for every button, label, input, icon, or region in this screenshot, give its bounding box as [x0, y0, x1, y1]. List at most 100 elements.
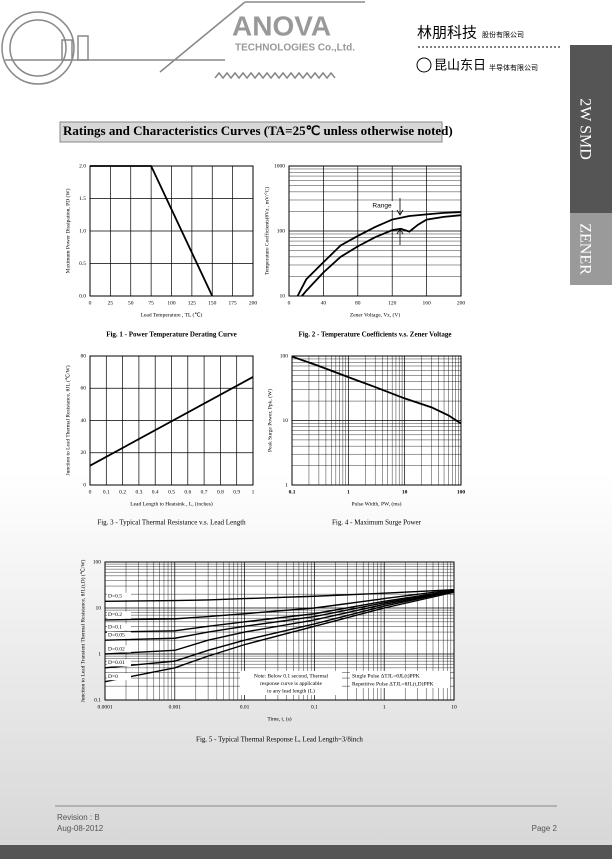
y-tick-label: 100: [277, 228, 286, 234]
y-tick-label: 1.0: [79, 228, 86, 234]
company-subtitle: TECHNOLOGIES Co.,Ltd.: [235, 43, 355, 54]
figure-caption: Fig. 4 - Maximum Surge Power: [332, 519, 422, 527]
x-tick-label: 0.9: [233, 489, 240, 495]
x-axis-title: Time, t, (s): [267, 715, 291, 722]
y-axis-title: Maximum Power Dissipation, PD (W): [64, 188, 71, 273]
annotation-arrow: [396, 198, 404, 245]
x-tick-label: 0.8: [217, 489, 224, 495]
series-line: [291, 355, 462, 425]
annotation: Range: [372, 203, 392, 210]
note: Note: Below 0.1 second, Thermal: [254, 673, 329, 679]
y-axis-title: Junction to Lead Thermal Resistance, θJL…: [64, 365, 71, 475]
note-bg: [240, 671, 342, 695]
date: Aug-08-2012: [57, 824, 104, 833]
series-label-bg: [107, 659, 131, 667]
y-tick-label: 1000: [274, 163, 285, 169]
bottom-band: [0, 845, 612, 859]
cn-name: 林朋科技: [417, 24, 477, 42]
x-tick-label: 25: [108, 300, 114, 306]
y-tick-label: 60: [81, 386, 87, 392]
figure-caption: Fig. 1 - Power Temperature Derating Curv…: [106, 331, 237, 339]
x-tick-label: 175: [229, 300, 238, 306]
series-label-bg: [107, 623, 131, 631]
y-tick-label: 1: [98, 651, 101, 657]
y-tick-label: 10: [283, 418, 289, 424]
series-label-bg: [107, 631, 131, 639]
x-tick-label: 120: [388, 300, 397, 306]
x-tick-label: 0.1: [103, 489, 110, 495]
x-tick-label: 80: [355, 300, 361, 306]
y-tick-label: 0.0: [79, 293, 86, 299]
series-line: [301, 214, 462, 297]
figure-caption: Fig. 2 - Temperature Coefficients v.s. Z…: [299, 331, 452, 339]
series-label: D=0.02: [108, 646, 125, 652]
cn-suffix: 股份有限公司: [482, 30, 524, 39]
x-tick-label: 125: [188, 300, 197, 306]
x-tick-label: 200: [249, 300, 258, 306]
series-line: [89, 376, 254, 467]
x-axis-title: Lead Temperature , TL (℃): [141, 311, 203, 318]
y-tick-label: 20: [81, 450, 87, 456]
series-label: D=0.2: [108, 612, 122, 618]
x-axis-title: Lead Length to Heatsink , L, (inches): [130, 500, 213, 507]
x-tick-label: 0.6: [184, 489, 191, 495]
x-tick-label: 0.001: [169, 704, 182, 710]
y-tick-label: 100: [93, 559, 102, 565]
x-tick-label: 75: [148, 300, 154, 306]
side-tab-label: ZENER: [576, 223, 593, 275]
x-tick-label: 0: [89, 489, 92, 495]
y-tick-label: 2.0: [79, 163, 86, 169]
x-tick-label: 100: [167, 300, 176, 306]
annotation-bg: [370, 201, 394, 210]
series-line: [104, 588, 455, 602]
y-tick-label: 0.1: [94, 697, 101, 703]
revision: Revision : B: [57, 813, 100, 822]
y-tick-label: 100: [280, 353, 289, 359]
x-tick-label: 160: [422, 300, 431, 306]
series-label: D=0.05: [108, 632, 125, 638]
x-tick-label: 1: [383, 704, 386, 710]
series-label: D=0: [108, 674, 118, 680]
x-tick-label: 200: [457, 300, 466, 306]
x-tick-label: 10: [402, 489, 408, 495]
x-tick-label: 1: [252, 489, 255, 495]
x-tick-label: 40: [321, 300, 327, 306]
y-axis-title: Junction to Lead Transient Thermal Resis…: [79, 560, 86, 703]
series-line: [104, 590, 455, 669]
series-line: [90, 165, 214, 297]
x-tick-label: 50: [128, 300, 134, 306]
y-tick-label: 10: [96, 605, 102, 611]
x-tick-label: 0.01: [240, 704, 250, 710]
r-logo: [416, 57, 432, 73]
cn-suffix2: 半导体有限公司: [489, 63, 538, 72]
side-tab-label: 2W SMD: [576, 98, 593, 160]
x-tick-label: 0: [89, 300, 92, 306]
x-tick-label: 100: [457, 489, 466, 495]
y-axis-title: Temperature Coefficients(θVz , mV/°C): [263, 187, 270, 276]
side-tab: [570, 213, 612, 285]
x-tick-label: 0.7: [201, 489, 208, 495]
x-tick-label: 0.3: [135, 489, 142, 495]
y-tick-label: 40: [81, 418, 87, 424]
y-tick-label: 1: [285, 482, 288, 488]
series-line: [104, 589, 455, 621]
legend-text: Single Pulse ΔTJL=θJL(t)PPK: [352, 672, 420, 679]
x-tick-label: 150: [208, 300, 217, 306]
x-tick-label: 10: [451, 704, 457, 710]
series-label-bg: [107, 592, 131, 600]
x-tick-label: 0.0001: [97, 704, 112, 710]
series-label-bg: [107, 611, 131, 619]
logo-graphic: [1, 1, 560, 85]
section-box: [59, 121, 443, 143]
series-line: [104, 590, 455, 655]
note: response curve is applicable: [260, 681, 322, 687]
series-label: D=0.01: [108, 660, 125, 666]
legend-text: Repetitive Pulse ΔTJL=θJL(t,D)PPK: [352, 680, 434, 687]
x-tick-label: 0.5: [168, 489, 175, 495]
y-tick-label: 0: [83, 482, 86, 488]
y-tick-label: 10: [280, 293, 286, 299]
y-tick-label: 0.5: [79, 261, 86, 267]
series-line: [104, 589, 455, 641]
